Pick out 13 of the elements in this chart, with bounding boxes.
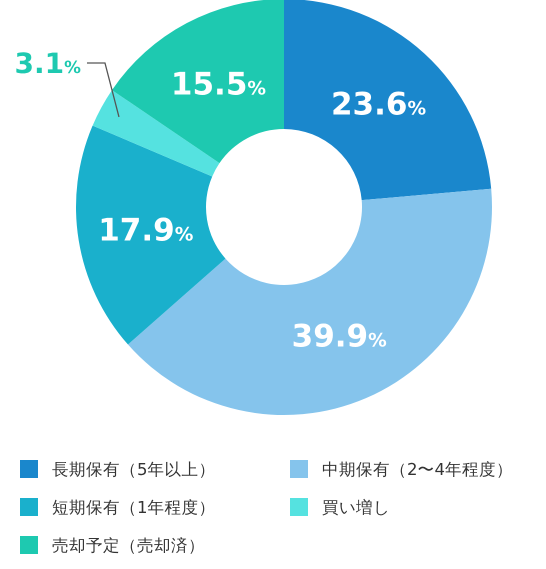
legend-label: 買い増し: [322, 498, 390, 517]
legend-label: 中期保有（2〜4年程度）: [322, 460, 513, 479]
donut-slice: [76, 126, 226, 345]
data-label: 39.9%: [292, 318, 388, 355]
legend-label: 短期保有（1年程度）: [52, 498, 216, 517]
legend-label: 売却予定（売却済）: [52, 536, 205, 555]
legend-label: 長期保有（5年以上）: [52, 460, 216, 479]
data-label: 3.1%: [14, 47, 82, 80]
donut-slice: [112, 0, 284, 164]
data-label: 23.6%: [330, 86, 426, 123]
data-label: 15.5%: [170, 66, 266, 102]
data-label: 17.9%: [98, 212, 194, 248]
donut-slice: [284, 0, 492, 200]
